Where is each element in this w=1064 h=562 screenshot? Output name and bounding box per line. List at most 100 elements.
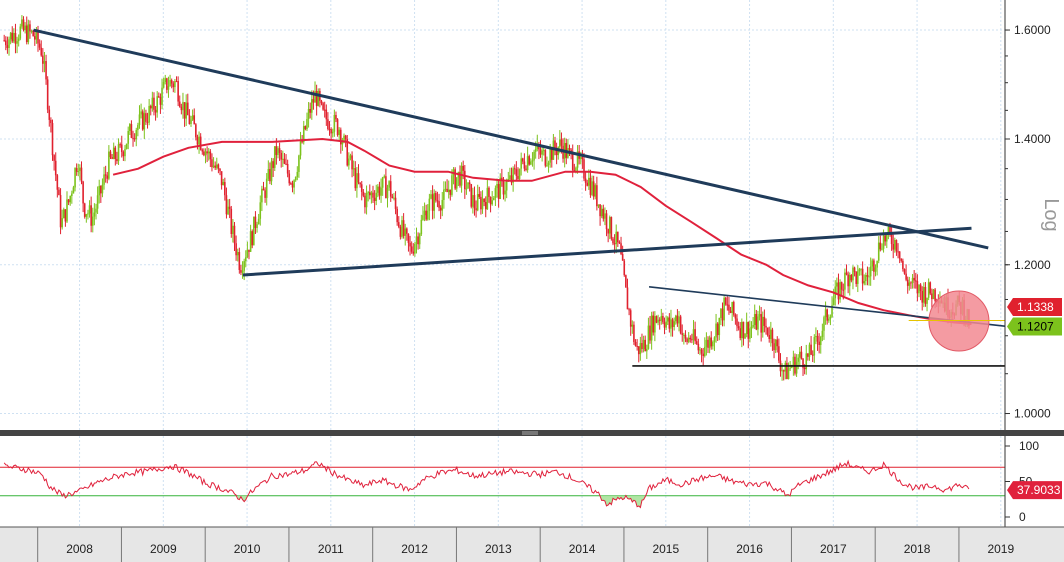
rsi-tag-last: 37.9033: [1007, 481, 1062, 500]
candle-body: [174, 81, 176, 88]
candle-body: [233, 225, 236, 244]
candle-body: [734, 314, 737, 319]
candle-body: [850, 274, 853, 281]
candle-body: [333, 114, 336, 132]
candle-body: [441, 199, 444, 211]
candle-body: [8, 39, 10, 49]
candle-body: [306, 119, 308, 130]
candle-body: [401, 220, 403, 237]
candle-body: [407, 233, 410, 243]
candle-body: [320, 100, 323, 104]
candle-body: [178, 101, 181, 107]
candle-body: [444, 188, 447, 190]
candle-body: [212, 165, 215, 168]
candle-body: [926, 297, 928, 304]
candle-body: [346, 139, 349, 166]
candle-body: [749, 328, 751, 339]
candle-body: [750, 326, 753, 329]
candle-body: [106, 175, 109, 179]
candle-body: [823, 317, 825, 331]
highlight-circle: [928, 290, 990, 352]
candle-body: [467, 182, 469, 189]
candle-body: [689, 337, 692, 340]
candle-body: [570, 149, 572, 153]
candle-body: [431, 194, 434, 211]
rsi-line-path: [3, 459, 970, 509]
year-label: 2011: [318, 542, 344, 556]
candle-body: [795, 361, 798, 374]
candle-body: [542, 150, 545, 152]
candle-body: [599, 204, 601, 217]
candle-body: [46, 79, 49, 110]
moving-average-line: [112, 137, 972, 325]
candle-body: [75, 168, 78, 172]
pane-divider[interactable]: [0, 430, 1064, 436]
candle-body: [568, 148, 571, 150]
candle-body: [164, 78, 167, 82]
candle-body: [531, 160, 534, 162]
candle-body: [837, 282, 840, 300]
candle-body: [104, 174, 107, 176]
candle-body: [499, 177, 502, 199]
candle-body: [914, 280, 917, 282]
candle-body: [249, 231, 252, 252]
candle-body: [687, 337, 690, 342]
candle-body: [718, 317, 721, 336]
candle-body: [211, 159, 213, 168]
candle-body: [517, 175, 519, 179]
candle-body: [842, 289, 845, 291]
candle-body: [225, 195, 228, 215]
candle-body: [180, 106, 183, 111]
candle-body: [254, 216, 257, 228]
candle-body: [605, 213, 608, 230]
candle-body: [383, 176, 386, 178]
candle-body: [744, 334, 746, 339]
candle-body: [608, 217, 611, 234]
candle-body: [391, 196, 394, 199]
candle-body: [459, 171, 461, 186]
candle-body: [808, 344, 811, 357]
candle-body: [301, 141, 303, 143]
candle-body: [149, 105, 152, 109]
candle-body: [918, 284, 920, 294]
candle-body: [275, 146, 278, 155]
candle-body: [766, 327, 769, 336]
candle-body: [87, 213, 89, 215]
candle-body: [286, 163, 289, 174]
candle-body: [765, 325, 767, 328]
candle-body: [91, 216, 94, 226]
candle-body: [692, 329, 695, 340]
year-label: 2018: [904, 542, 931, 556]
candle-body: [916, 281, 919, 294]
candle-body: [484, 202, 487, 210]
candle-body: [209, 151, 212, 160]
candle-body: [248, 249, 250, 252]
candle-body: [175, 81, 178, 83]
log-scale-label: Log: [1040, 198, 1062, 231]
candle-body: [753, 313, 756, 326]
y-tick-label: 1.4000: [1014, 132, 1051, 146]
candle-body: [203, 151, 205, 156]
candle-body: [932, 289, 935, 300]
candle-body: [339, 129, 342, 145]
candle-body: [130, 124, 133, 138]
candle-body: [394, 197, 397, 209]
candle-body: [96, 195, 99, 209]
candle-body: [501, 177, 503, 180]
candle-body: [782, 370, 785, 372]
candle-body: [636, 346, 638, 348]
candle-body: [454, 169, 456, 189]
candle-body: [83, 203, 86, 217]
candle-body: [90, 205, 92, 226]
candle-body: [610, 217, 613, 239]
candle-body: [404, 228, 407, 236]
candle-body: [185, 102, 187, 119]
candle-body: [98, 185, 101, 196]
candle-body: [436, 200, 439, 202]
candle-body: [742, 321, 745, 339]
candle-body: [79, 167, 81, 172]
candle-body: [325, 109, 328, 120]
candle-body: [530, 161, 532, 165]
candle-body: [100, 185, 102, 194]
candle-body: [265, 178, 268, 198]
